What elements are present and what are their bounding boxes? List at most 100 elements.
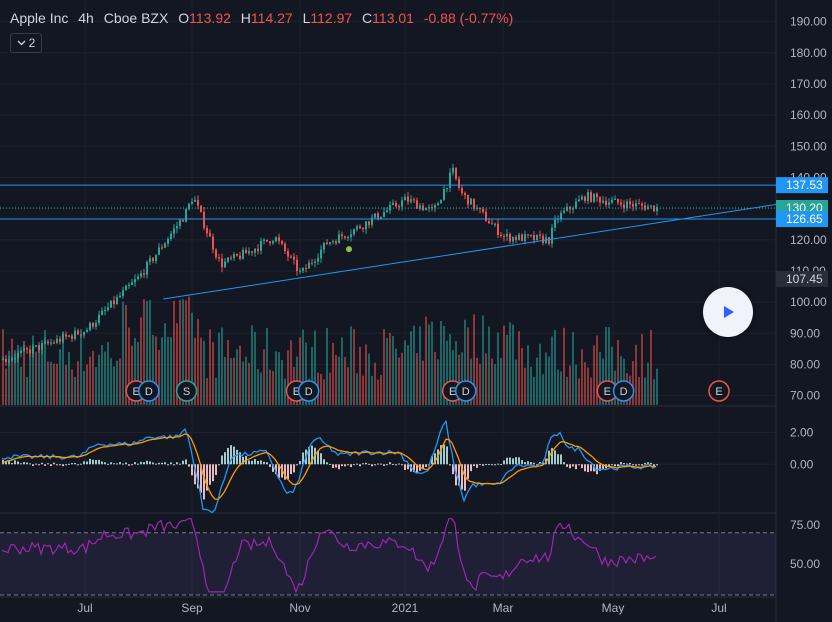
volume-bar [299,337,301,405]
event-marker-label: S [183,386,190,398]
volume-bar [74,376,76,405]
volume-bar [8,350,10,405]
candle-body [344,236,346,238]
candle-body [326,242,328,245]
candle-body [638,203,640,205]
macd-histogram-bar [167,464,169,466]
volume-bar [593,345,595,405]
volume-bar [155,336,157,405]
candle-body [404,196,406,201]
macd-histogram-bar [341,464,343,467]
candle-body [176,225,178,229]
macd-histogram-bar [92,459,94,465]
volume-bar [479,363,481,405]
volume-bar [164,323,166,405]
macd-histogram-bar [38,464,40,466]
volume-bar [41,348,43,405]
interval-label[interactable]: 4h [78,10,94,26]
candle-body [182,220,184,222]
event-marker [612,380,635,402]
volume-bar [65,364,67,405]
candle-body [200,205,202,212]
candle-body [521,234,523,241]
macd-histogram-bar [533,462,535,465]
volume-bar [431,321,433,405]
candle-body [290,256,292,258]
play-button[interactable] [703,287,753,337]
candle-body [83,332,85,336]
volume-bar [89,356,91,405]
macd-histogram-bar [299,461,301,465]
candle-body [515,236,517,240]
candle-body [362,228,364,230]
volume-bar [224,356,226,405]
chevron-down-icon [17,40,26,46]
macd-histogram-bar [146,460,148,465]
volume-bar [188,296,190,405]
low-value: 112.97 [310,10,353,26]
candle-body [38,345,40,350]
macd-histogram-bar [488,464,490,466]
volume-bar [485,353,487,405]
symbol-name[interactable]: Apple Inc [10,10,69,26]
candle-body [107,307,109,311]
macd-histogram-bar [386,464,388,466]
candle-body [380,216,382,219]
indicators-toggle-button[interactable]: 2 [10,33,42,53]
macd-histogram-bar [536,464,538,466]
volume-bar [92,350,94,405]
time-tick-label: 2021 [392,601,419,615]
candlestick-series [2,164,658,367]
candle-body [443,188,445,200]
candle-body [512,236,514,242]
volume-bar [578,378,580,405]
volume-bar [215,377,217,405]
volume-bar [344,357,346,405]
macd-histogram-bar [434,453,436,465]
macd-histogram-bar [452,464,454,475]
candle-body [119,295,121,298]
rsi-tick-label: 50.00 [790,557,820,571]
volume-bar [401,352,403,405]
volume-bar [170,337,172,405]
volume-bar [392,335,394,405]
macd-histogram-bar [506,457,508,465]
candle-body [104,310,106,312]
candle-body [470,198,472,205]
volume-bar [410,331,412,405]
time-tick-label: May [602,601,625,615]
candle-body [635,203,637,207]
volume-bar [641,334,643,405]
event-marker [297,380,320,402]
volume-bar [302,329,304,405]
macd-histogram-bar [116,463,118,465]
macd-histogram-bar [500,464,502,466]
volume-bar [38,342,40,405]
volume-bar [560,371,562,405]
volume-bar [254,332,256,405]
macd-histogram-bar [347,464,349,466]
volume-bar [314,330,316,405]
macd-histogram-bar [17,461,19,465]
candle-body [17,353,19,359]
macd-histogram-bar [458,464,460,486]
macd-histogram-bar [221,455,223,465]
candle-body [188,203,190,210]
volume-bar [98,354,100,405]
candle-body [497,223,499,235]
volume-bar [398,357,400,405]
macd-histogram-bar [5,461,7,465]
candle-body [71,335,73,339]
volume-bar [605,326,607,405]
volume-bar [494,364,496,405]
volume-bar [197,318,199,405]
candle-body [26,348,28,350]
macd-histogram-bar [137,463,139,465]
volume-bar [473,314,475,405]
volume-bar [362,375,364,405]
candle-body [251,251,253,253]
volume-bar [521,348,523,405]
volume-bar [5,368,7,405]
candle-body [284,243,286,252]
